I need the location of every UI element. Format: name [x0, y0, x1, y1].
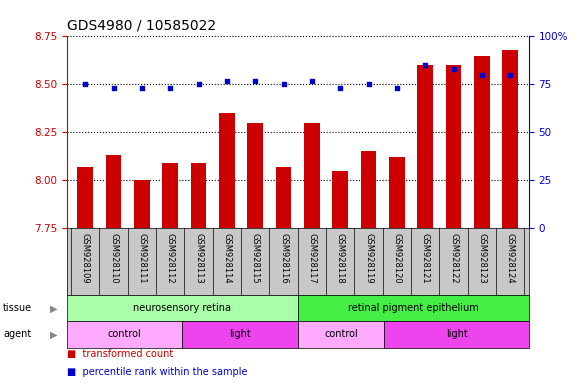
Bar: [474, 56, 490, 228]
Text: GSM928112: GSM928112: [166, 233, 175, 283]
Bar: [276, 167, 292, 228]
Bar: [304, 123, 320, 228]
Bar: [385, 321, 529, 348]
Text: GSM928111: GSM928111: [138, 233, 146, 283]
Point: [336, 85, 345, 91]
Text: GDS4980 / 10585022: GDS4980 / 10585022: [67, 19, 216, 33]
Text: ■  percentile rank within the sample: ■ percentile rank within the sample: [67, 366, 248, 377]
Bar: [389, 157, 405, 228]
Bar: [182, 321, 297, 348]
Text: GSM928120: GSM928120: [392, 233, 401, 283]
Bar: [361, 151, 376, 228]
Point: [194, 81, 203, 88]
Bar: [77, 167, 93, 228]
Text: light: light: [446, 329, 467, 339]
Point: [81, 81, 90, 88]
Point: [109, 85, 118, 91]
Point: [223, 78, 232, 84]
Text: GSM928124: GSM928124: [506, 233, 515, 283]
Point: [364, 81, 373, 88]
Point: [478, 72, 487, 78]
Text: GSM928123: GSM928123: [478, 233, 486, 283]
Text: GSM928115: GSM928115: [251, 233, 260, 283]
Text: neurosensory retina: neurosensory retina: [133, 303, 231, 313]
Text: GSM928110: GSM928110: [109, 233, 118, 283]
Text: tissue: tissue: [3, 303, 32, 313]
Text: GSM928119: GSM928119: [364, 233, 373, 283]
Text: GSM928122: GSM928122: [449, 233, 458, 283]
Point: [449, 66, 458, 72]
Text: GSM928118: GSM928118: [336, 233, 345, 283]
Point: [137, 85, 146, 91]
Bar: [67, 295, 298, 321]
Text: GSM928121: GSM928121: [421, 233, 430, 283]
Text: control: control: [107, 329, 141, 339]
Point: [250, 78, 260, 84]
Point: [307, 78, 317, 84]
Text: GSM928116: GSM928116: [279, 233, 288, 283]
Text: control: control: [324, 329, 358, 339]
Text: GSM928109: GSM928109: [81, 233, 89, 283]
Text: GSM928113: GSM928113: [194, 233, 203, 283]
Bar: [163, 163, 178, 228]
Bar: [248, 123, 263, 228]
Point: [421, 62, 430, 68]
Bar: [106, 155, 121, 228]
Text: agent: agent: [3, 329, 31, 339]
Bar: [67, 321, 182, 348]
Bar: [503, 50, 518, 228]
Point: [279, 81, 288, 88]
Text: GSM928114: GSM928114: [223, 233, 231, 283]
Bar: [191, 163, 206, 228]
Point: [505, 72, 515, 78]
Text: light: light: [229, 329, 251, 339]
Point: [166, 85, 175, 91]
Text: ■  transformed count: ■ transformed count: [67, 349, 173, 359]
Bar: [418, 65, 433, 228]
Bar: [219, 113, 235, 228]
Point: [392, 85, 401, 91]
Bar: [298, 295, 529, 321]
Text: ▶: ▶: [51, 303, 58, 313]
Text: ▶: ▶: [51, 329, 58, 339]
Text: GSM928117: GSM928117: [307, 233, 317, 283]
Bar: [332, 170, 348, 228]
Text: retinal pigment epithelium: retinal pigment epithelium: [348, 303, 479, 313]
Bar: [298, 321, 385, 348]
Bar: [446, 65, 461, 228]
Bar: [134, 180, 150, 228]
